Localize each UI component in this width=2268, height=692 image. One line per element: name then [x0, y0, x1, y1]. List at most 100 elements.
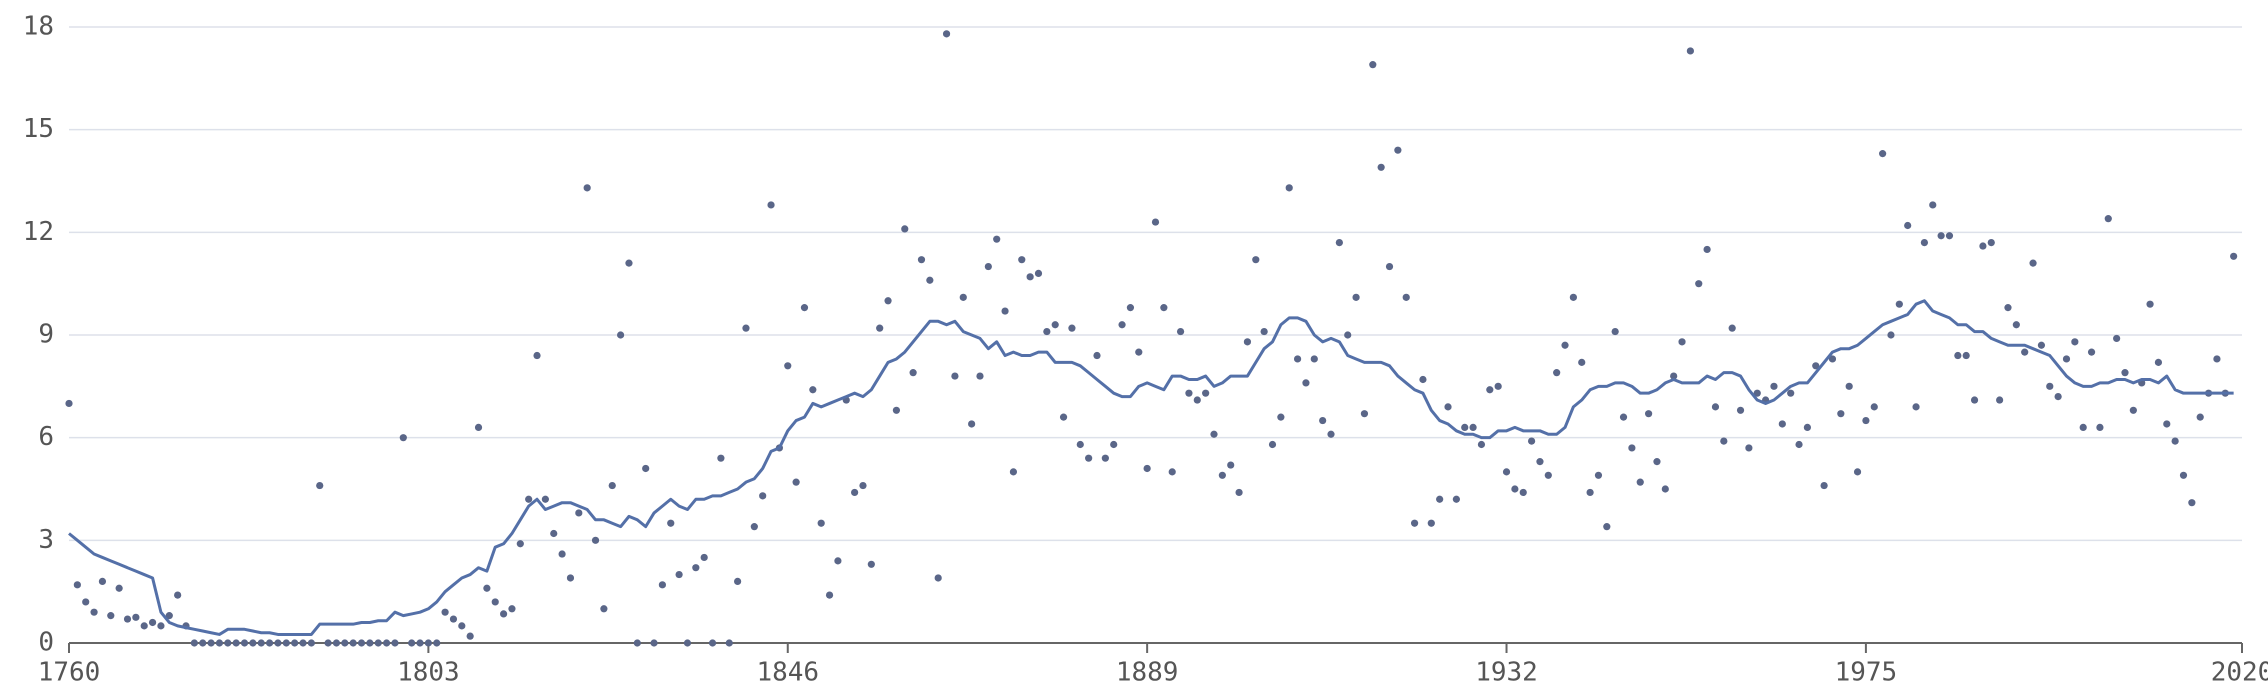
x-tick-label: 1975 — [1835, 658, 1898, 688]
data-point — [934, 574, 942, 582]
data-point — [2054, 393, 2062, 401]
data-point — [433, 639, 441, 647]
data-point — [700, 553, 708, 562]
data-point — [951, 372, 959, 380]
data-point — [115, 584, 123, 592]
data-point — [2096, 423, 2104, 431]
data-point — [132, 613, 140, 621]
data-point — [642, 464, 650, 473]
data-point — [1151, 218, 1160, 226]
data-point — [324, 639, 332, 647]
data-point — [341, 639, 349, 647]
data-point — [441, 608, 449, 616]
data-point — [1904, 221, 1912, 230]
data-point — [792, 478, 800, 486]
data-point — [1319, 416, 1327, 425]
data-point — [207, 639, 215, 647]
data-point — [399, 434, 407, 442]
data-point — [1486, 386, 1494, 394]
data-point — [1703, 245, 1711, 254]
data-point — [1427, 519, 1435, 527]
data-point — [73, 581, 81, 589]
data-point — [366, 639, 374, 647]
data-point — [2104, 215, 2112, 223]
data-point — [1686, 47, 1694, 55]
data-point — [1335, 239, 1343, 247]
data-point — [307, 639, 315, 647]
data-point — [1210, 430, 1218, 438]
data-point — [1987, 239, 1995, 247]
data-point — [1176, 327, 1185, 336]
data-point — [625, 259, 633, 267]
data-point — [717, 454, 725, 462]
data-point — [600, 605, 608, 613]
data-point — [2171, 437, 2179, 445]
data-point — [1085, 454, 1093, 462]
data-point — [1469, 423, 1477, 431]
data-point — [2146, 300, 2154, 308]
data-point — [1803, 423, 1811, 431]
data-point — [516, 540, 524, 548]
data-point — [675, 570, 683, 579]
data-point — [500, 610, 508, 618]
data-point — [1937, 232, 1945, 240]
data-point — [2163, 420, 2171, 428]
data-point — [458, 622, 466, 630]
data-point — [1962, 351, 1970, 360]
data-point — [174, 591, 182, 599]
data-point — [1436, 495, 1444, 503]
data-point — [1586, 488, 1594, 497]
data-point — [408, 639, 416, 647]
data-point — [1820, 481, 1828, 490]
data-point — [1110, 440, 1118, 449]
data-point — [1160, 304, 1168, 312]
data-point — [1636, 478, 1644, 486]
data-point — [1996, 396, 2004, 404]
data-point — [1711, 403, 1720, 411]
data-point — [2046, 382, 2054, 390]
data-point — [1101, 454, 1109, 462]
data-point — [2154, 358, 2163, 366]
data-point — [1185, 389, 1193, 397]
data-point — [617, 331, 625, 339]
data-point — [550, 529, 558, 538]
data-point — [1001, 307, 1009, 315]
data-point — [1862, 416, 1870, 425]
data-point — [1778, 420, 1786, 428]
data-point — [976, 372, 984, 380]
data-point — [332, 639, 341, 647]
data-point — [1979, 242, 1987, 250]
data-point — [357, 639, 366, 647]
data-point — [349, 639, 357, 647]
data-point — [257, 639, 265, 647]
data-point — [299, 639, 307, 647]
data-point — [98, 577, 107, 586]
data-point — [1603, 523, 1611, 531]
data-point — [1619, 413, 1628, 421]
data-point — [1369, 61, 1377, 69]
data-point — [1277, 413, 1285, 421]
y-tick-label: 0 — [38, 628, 54, 658]
data-point — [1118, 321, 1126, 329]
data-point — [1293, 355, 1302, 363]
data-point — [1477, 440, 1486, 449]
data-point — [767, 201, 775, 209]
data-point — [1034, 269, 1043, 277]
data-point — [1243, 338, 1252, 346]
data-point — [1945, 232, 1954, 240]
data-point — [1929, 201, 1937, 209]
data-point — [759, 492, 767, 500]
data-point — [1970, 396, 1979, 404]
y-tick-label: 9 — [38, 320, 54, 350]
data-point — [742, 324, 750, 332]
x-tick-label: 2020 — [2211, 658, 2268, 688]
data-point — [240, 639, 249, 647]
data-point — [533, 351, 541, 360]
data-point — [1812, 362, 1820, 370]
data-point — [1553, 369, 1561, 377]
data-point — [2113, 334, 2121, 343]
data-point — [2029, 259, 2037, 267]
data-point — [483, 584, 491, 592]
data-point — [1536, 458, 1544, 466]
